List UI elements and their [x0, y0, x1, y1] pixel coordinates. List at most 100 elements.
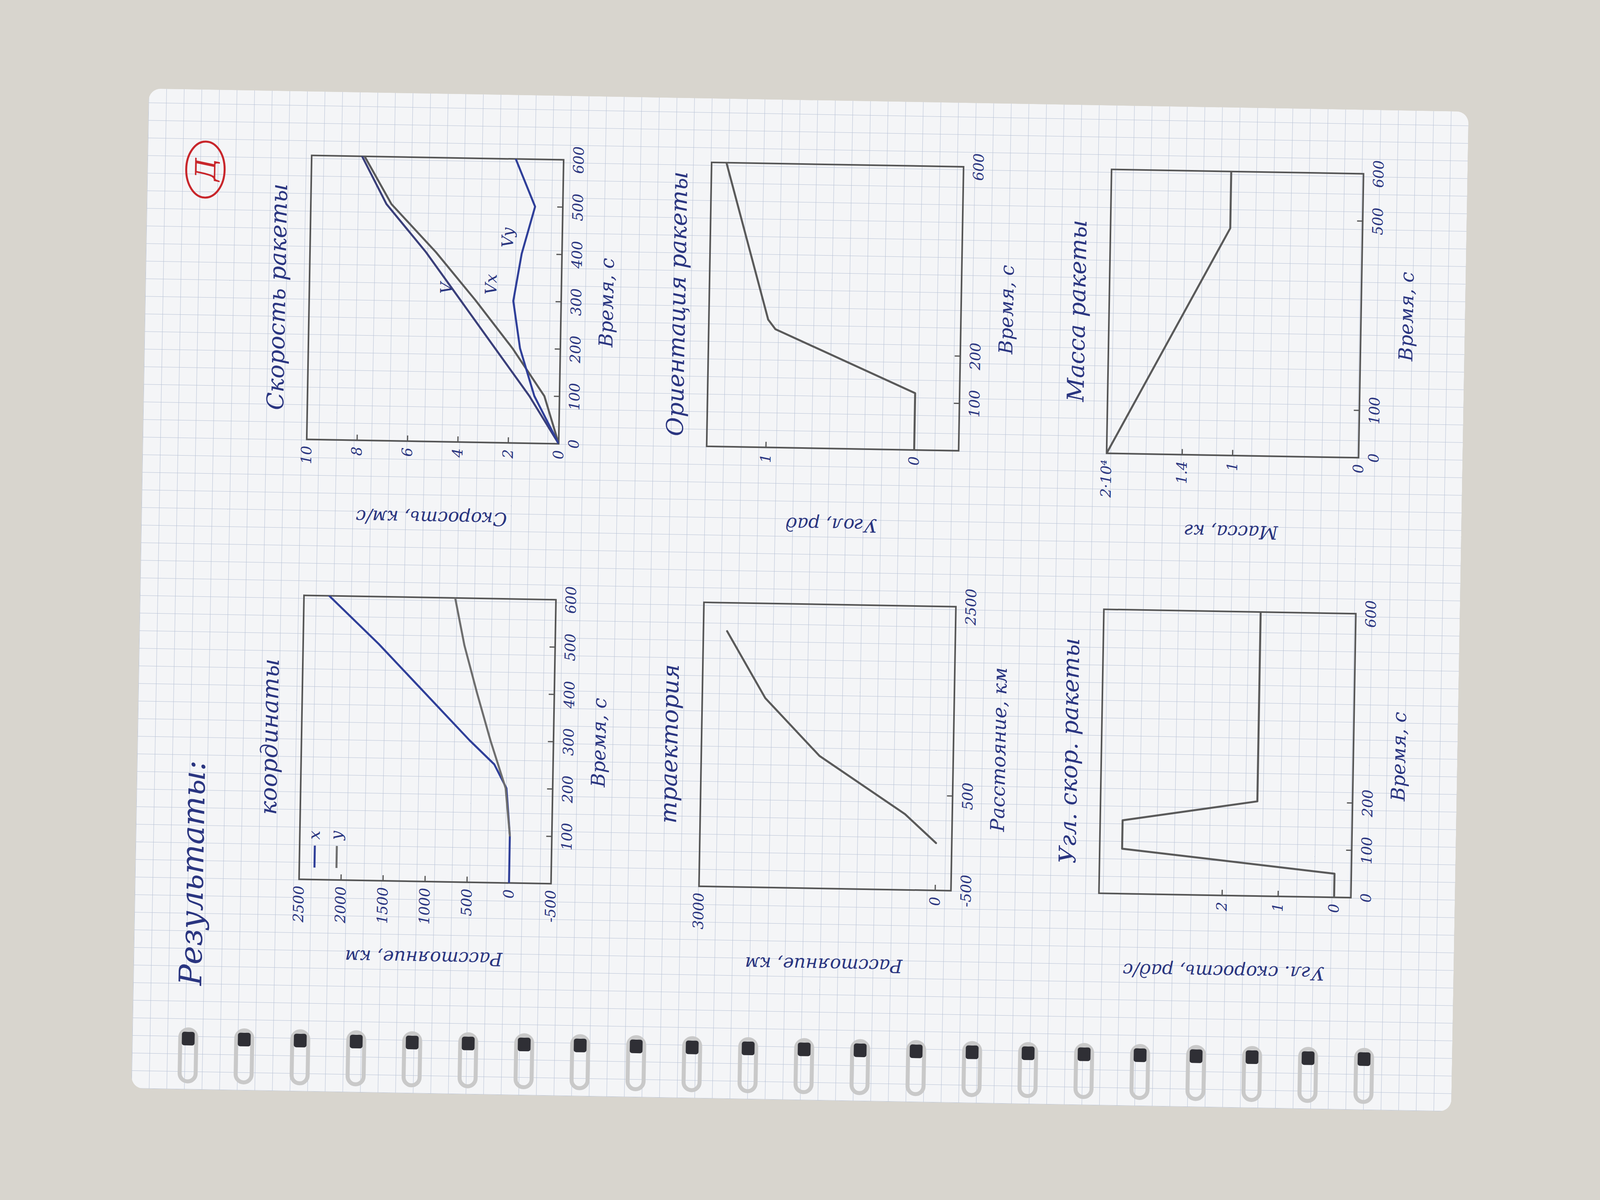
y-tick-label: -500: [542, 890, 559, 923]
chart-title: координаты: [254, 658, 285, 816]
y-tick-label: 10: [298, 445, 315, 465]
spiral-ring: [627, 1037, 645, 1090]
x-tick-label: 400: [568, 240, 586, 269]
spiral-hole: [1077, 1047, 1091, 1062]
x-tick: [555, 301, 562, 303]
x-tick-label: 100: [1358, 836, 1376, 865]
x-tick: [546, 835, 552, 837]
plot-area: [723, 631, 940, 844]
y-tick-label: 4: [449, 448, 466, 459]
y-tick-label: 0: [550, 450, 567, 460]
plot-frame: [706, 162, 964, 451]
x-axis-label: Время, с: [594, 257, 619, 348]
y-tick-label: 3000: [690, 892, 708, 930]
spiral-ring: [1243, 1048, 1260, 1101]
x-tick-label: 500: [569, 193, 586, 222]
page-title: Результаты:: [172, 760, 213, 987]
spiral-ring: [571, 1036, 589, 1089]
x-tick-label: 600: [1370, 160, 1387, 188]
x-tick: [954, 402, 960, 404]
chart-title: траектория: [654, 664, 685, 824]
y-axis-label: Угл. скорость, рад/с: [1122, 959, 1325, 985]
spiral-ring: [1355, 1049, 1372, 1102]
plot-area: [1121, 609, 1339, 898]
spiral-ring: [1299, 1048, 1316, 1102]
spiral-ring: [515, 1035, 533, 1088]
plot-area: [324, 595, 514, 883]
plot-frame: [299, 595, 556, 884]
spiral-ring: [683, 1038, 701, 1091]
x-tick-label: 200: [566, 335, 584, 364]
series-line: [324, 595, 514, 883]
x-tick-label: -500: [957, 874, 975, 908]
y-tick: [1232, 450, 1234, 456]
x-tick: [554, 348, 561, 350]
x-tick: [557, 206, 563, 208]
series-line: [721, 162, 920, 450]
series-line: [451, 598, 514, 836]
spiral-ring: [347, 1032, 365, 1085]
y-tick-label: 0: [926, 896, 943, 907]
x-tick: [954, 355, 961, 357]
x-tick: [556, 253, 562, 255]
y-tick: [356, 434, 358, 441]
spiral-hole: [1357, 1052, 1371, 1067]
y-tick: [424, 876, 426, 882]
plot-frame: [1106, 169, 1364, 458]
grade-circle: [185, 141, 225, 198]
y-axis-label: Масса, кг: [1184, 520, 1279, 544]
x-tick-label: 500: [959, 782, 976, 810]
spiral-hole: [1021, 1046, 1035, 1061]
chart-title: Скорость ракеты: [261, 183, 293, 410]
x-tick-label: 300: [560, 728, 577, 756]
spiral-hole: [181, 1031, 195, 1046]
page-canvas: Результаты:Дкоординаты100200300400500600…: [131, 88, 1469, 1112]
y-tick: [934, 884, 936, 891]
x-tick-label: 500: [561, 633, 579, 662]
y-tick: [298, 873, 300, 880]
spiral-ring: [795, 1040, 813, 1093]
x-tick-label: 400: [560, 680, 578, 709]
grade-mark: Д: [189, 157, 223, 183]
x-tick-label: 500: [1369, 207, 1386, 236]
x-tick-label: 100: [558, 822, 576, 851]
y-axis-label: Скорость, км/с: [355, 506, 508, 531]
x-tick: [950, 606, 956, 608]
x-tick-label: 200: [1359, 789, 1376, 818]
spiral-ring: [291, 1031, 309, 1084]
spiral-hole: [965, 1045, 979, 1060]
x-tick-label: 100: [966, 389, 983, 418]
x-tick-label: 0: [565, 439, 582, 449]
y-tick: [550, 878, 552, 884]
series-line: [1106, 169, 1232, 456]
spiral-hole: [1301, 1051, 1315, 1066]
y-tick-label: 2·10⁴: [1097, 459, 1115, 498]
x-tick-label: 100: [1366, 396, 1383, 425]
x-tick-label: 600: [1362, 600, 1380, 628]
y-tick-label: 0: [1325, 903, 1342, 914]
x-tick: [947, 795, 953, 797]
y-tick-label: 0: [1350, 464, 1367, 474]
y-tick: [1221, 890, 1223, 896]
y-tick: [340, 874, 342, 880]
spiral-hole: [405, 1035, 419, 1050]
x-axis-label: Время, с: [1386, 711, 1411, 802]
y-tick: [1358, 452, 1360, 458]
x-tick-label: 200: [559, 775, 576, 804]
x-tick: [550, 599, 556, 601]
legend-swatch: [335, 846, 338, 868]
spiral-hole: [517, 1037, 531, 1052]
spiral-ring: [1075, 1044, 1092, 1098]
x-tick: [548, 741, 554, 743]
notebook-page: Результаты:Дкоординаты100200300400500600…: [131, 88, 1469, 1112]
spiral-ring: [235, 1030, 253, 1083]
y-tick-label: 0: [905, 456, 922, 466]
y-tick: [765, 441, 767, 448]
y-tick: [382, 875, 384, 881]
spiral-hole: [797, 1042, 811, 1057]
y-tick: [698, 880, 700, 887]
x-tick: [549, 646, 556, 648]
spiral-hole: [1133, 1048, 1147, 1063]
plot-frame: [1098, 609, 1356, 898]
series-line: [357, 156, 564, 444]
